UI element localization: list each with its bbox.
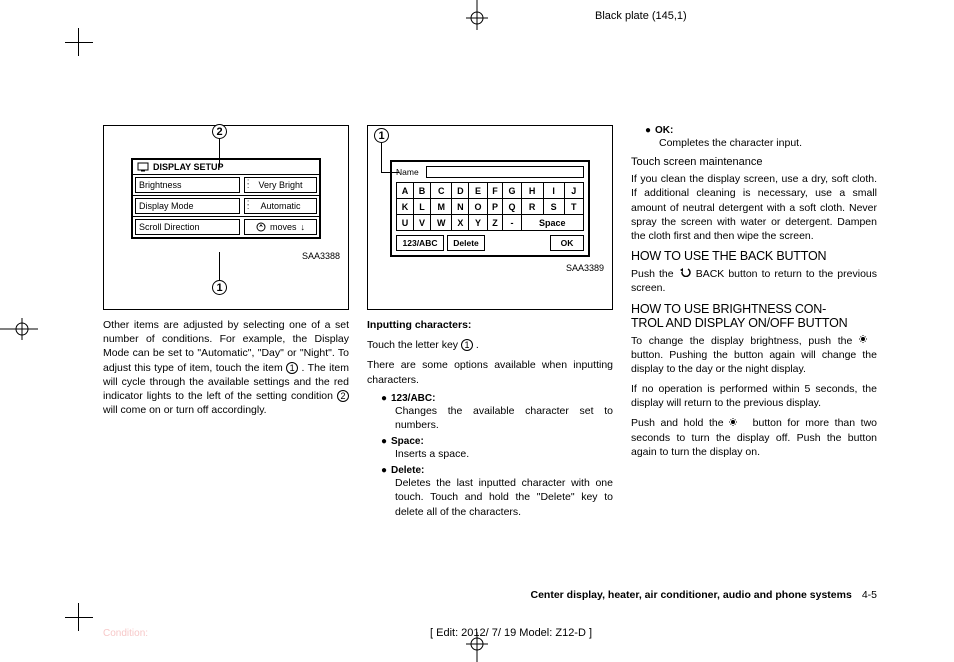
registration-mark-top — [466, 0, 488, 30]
callout-2: 2 — [212, 124, 227, 139]
name-field-row: Name — [396, 166, 584, 178]
figure-caption-2: SAA3389 — [376, 263, 604, 273]
list-item-delete: ●Delete: Deletes the last inputted chara… — [381, 465, 613, 519]
crop-mark — [65, 42, 93, 43]
brightness-p2: If no operation is performed within 5 se… — [631, 382, 877, 410]
col1-paragraph: Other items are adjusted by selecting on… — [103, 318, 349, 417]
back-button-heading: HOW TO USE THE BACK BUTTON — [631, 249, 877, 263]
brightness-p1: To change the display brightness, push t… — [631, 334, 877, 377]
setup-row-display-mode: Display Mode ::Automatic — [133, 196, 319, 217]
footer-edit-info: [ Edit: 2012/ 7/ 19 Model: Z12-D ] — [430, 627, 592, 639]
display-setup-panel: DISPLAY SETUP Brightness ::Very Bright D… — [131, 158, 321, 239]
brightness-icon — [859, 334, 877, 348]
column-1: 2 DISPLAY SETUP Brightness ::Very Bright… — [103, 125, 349, 523]
figure-display-setup: 2 DISPLAY SETUP Brightness ::Very Bright… — [103, 125, 349, 310]
crop-mark — [78, 28, 79, 56]
display-icon — [137, 162, 149, 172]
callout-1: 1 — [212, 280, 227, 295]
key-ok: OK — [550, 235, 584, 251]
keyboard-grid: ABCDEFGHIJ KLMNOPQRST UVWXYZ-Space — [396, 182, 584, 231]
section-footer: Center display, heater, air conditioner,… — [455, 589, 877, 601]
list-item-space: ●Space: Inserts a space. — [381, 436, 613, 461]
brightness-p3: Push and hold the button for more than t… — [631, 416, 877, 459]
figure-caption-1: SAA3388 — [112, 251, 340, 261]
col2-p2: There are some options available when in… — [367, 358, 613, 386]
back-arrow-icon — [678, 267, 692, 281]
black-plate-label: Black plate (145,1) — [595, 10, 687, 22]
col2-p1: Touch the letter key 1 . — [367, 338, 613, 352]
key-delete: Delete — [447, 235, 485, 251]
touchscreen-maint-para: If you clean the display screen, use a d… — [631, 172, 877, 243]
page-content: 2 DISPLAY SETUP Brightness ::Very Bright… — [103, 125, 877, 523]
inputting-heading: Inputting characters: — [367, 318, 613, 332]
touchscreen-maint-heading: Touch screen maintenance — [631, 156, 877, 168]
brightness-icon — [729, 417, 747, 431]
back-button-para: Push the BACK button to return to the pr… — [631, 267, 877, 295]
registration-mark-left — [0, 318, 38, 340]
crop-mark — [78, 603, 79, 631]
setup-row-scroll-direction: Scroll Direction moves ↓ — [133, 217, 319, 237]
name-input-box — [426, 166, 584, 178]
brightness-heading: HOW TO USE BRIGHTNESS CON- TROL AND DISP… — [631, 302, 877, 330]
key-123abc: 123/ABC — [396, 235, 444, 251]
circle-arrow-icon — [256, 222, 266, 232]
callout-kbd-1: 1 — [374, 128, 389, 143]
footer-condition: Condition: — [103, 628, 148, 639]
column-3: ●OK: Completes the character input. Touc… — [631, 125, 877, 523]
list-item-123abc: ●123/ABC: Changes the available characte… — [381, 393, 613, 432]
keyboard-panel: Name ABCDEFGHIJ KLMNOPQRST UVWXYZ-Space … — [390, 160, 590, 257]
keyboard-bottom-row: 123/ABC Delete OK — [396, 235, 584, 251]
display-setup-title: DISPLAY SETUP — [133, 160, 319, 175]
figure-keyboard: 1 Name ABCDEFGHIJ KLMNOPQRST — [367, 125, 613, 310]
crop-mark — [65, 617, 93, 618]
setup-row-brightness: Brightness ::Very Bright — [133, 175, 319, 196]
col3-ok-item: ●OK: Completes the character input. — [645, 125, 877, 150]
col2-list: ●123/ABC: Changes the available characte… — [381, 393, 613, 519]
column-2: 1 Name ABCDEFGHIJ KLMNOPQRST — [367, 125, 613, 523]
